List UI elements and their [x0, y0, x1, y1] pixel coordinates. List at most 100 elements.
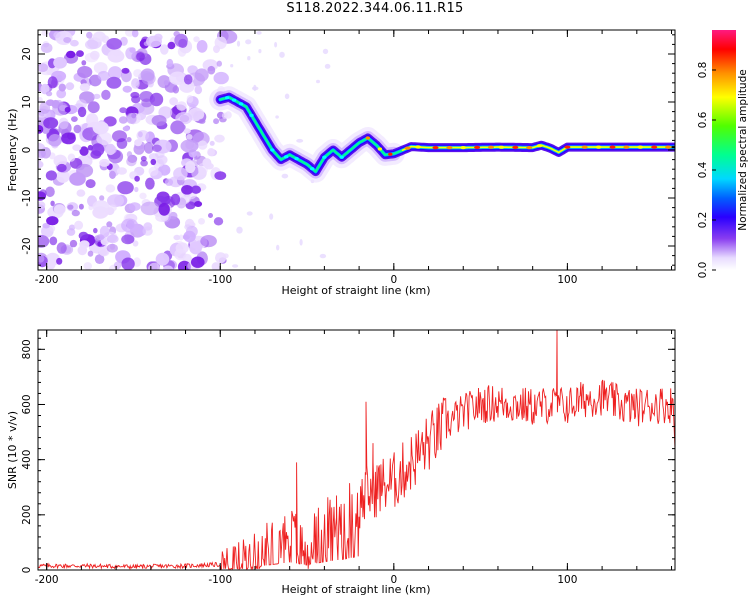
noise-blob — [133, 69, 143, 78]
noise-blob — [121, 234, 135, 245]
noise-blob — [196, 40, 208, 53]
noise-blob — [207, 148, 216, 157]
noise-blob — [41, 126, 50, 134]
noise-blob — [40, 83, 50, 95]
noise-blob — [87, 250, 94, 257]
noise-blob — [200, 235, 217, 248]
noise-blob — [56, 242, 67, 254]
colorbar-ticks: 0.0 0.2 0.4 0.6 0.8 — [697, 62, 716, 278]
noise-blob — [209, 140, 215, 146]
noise-blob — [170, 120, 185, 135]
noise-blob — [93, 227, 98, 234]
x-tick-label: 100 — [557, 274, 577, 286]
noise-blob — [183, 128, 191, 134]
noise-blob — [91, 143, 105, 157]
noise-blob — [185, 160, 196, 174]
y-tick-label: 600 — [21, 394, 33, 414]
noise-blob — [178, 234, 184, 241]
noise-blob — [134, 139, 143, 147]
noise-blob — [194, 68, 209, 82]
noise-blob — [162, 265, 174, 270]
noise-blob — [214, 171, 227, 181]
noise-blob — [140, 160, 148, 167]
noise-blob — [151, 115, 167, 126]
noise-blob — [73, 124, 82, 134]
noise-blob — [71, 209, 80, 217]
noise-blob — [140, 201, 160, 216]
noise-blob — [166, 58, 174, 68]
noise-blob — [180, 139, 199, 153]
noise-blob — [247, 56, 251, 61]
noise-blob — [74, 220, 84, 230]
noise-blob — [46, 260, 56, 270]
noise-blob — [113, 261, 122, 270]
ridge-hotspot — [231, 98, 237, 102]
noise-blob — [149, 92, 164, 107]
ridge-hotspot — [488, 145, 494, 149]
noise-blob — [79, 146, 89, 156]
noise-blob — [126, 157, 137, 167]
ridge-hotspot — [446, 146, 453, 150]
ridge-hotspot — [474, 145, 481, 149]
noise-blob — [169, 71, 187, 85]
ridge-hotspot — [225, 96, 230, 100]
noise-blob — [78, 203, 84, 210]
noise-blob — [131, 30, 139, 38]
noise-blob — [183, 230, 196, 243]
ridge-hotspot — [322, 155, 327, 159]
noise-blob — [87, 101, 100, 114]
noise-blob — [258, 49, 262, 54]
noise-blob — [186, 95, 194, 103]
noise-blob — [150, 158, 157, 166]
noise-blob — [167, 41, 176, 50]
noise-blob — [236, 226, 243, 234]
noise-blob — [160, 196, 171, 205]
y-tick-label: -20 — [21, 237, 33, 254]
noise-blob — [170, 193, 181, 206]
y-tick-label: 20 — [21, 47, 33, 60]
noise-blob — [168, 211, 178, 220]
noise-blob — [63, 37, 72, 43]
noise-blob — [211, 262, 221, 270]
heatmap-ridge — [209, 86, 675, 183]
noise-blob — [173, 234, 181, 241]
noise-blob — [99, 195, 105, 202]
noise-blob — [45, 170, 58, 181]
x-tick-label: 0 — [390, 274, 397, 286]
noise-blob — [185, 201, 196, 210]
noise-blob — [92, 200, 110, 213]
noise-blob — [139, 192, 147, 200]
noise-blob — [56, 257, 63, 265]
noise-blob — [93, 62, 108, 74]
ridge-hotspot — [623, 145, 630, 149]
noise-blob — [253, 84, 257, 92]
noise-blob — [105, 184, 116, 193]
noise-blob — [112, 130, 127, 143]
noise-blob — [146, 35, 162, 48]
noise-blob — [197, 140, 208, 150]
snr-x-axis-label: Height of straight line (km) — [281, 583, 430, 596]
noise-blob — [215, 252, 227, 264]
noise-blob — [99, 225, 110, 238]
spectrogram-y-axis-label: Frequency (Hz) — [6, 109, 19, 192]
noise-blob — [106, 221, 113, 228]
x-tick-label: -200 — [35, 274, 59, 286]
ridge-hotspot — [284, 155, 289, 159]
noise-blob — [269, 213, 274, 220]
noise-blob — [49, 236, 58, 246]
y-tick-label: 0 — [21, 567, 33, 574]
noise-blob — [96, 131, 113, 146]
noise-blob — [126, 112, 137, 124]
noise-blob — [104, 145, 117, 155]
ridge-hotspot — [339, 155, 344, 159]
noise-blob — [109, 170, 116, 179]
noise-blob — [276, 244, 280, 251]
ridge-hotspot — [564, 145, 571, 149]
noise-blob — [92, 31, 106, 43]
noise-blob — [175, 242, 189, 254]
noise-blob — [92, 121, 109, 135]
ridge-hotspot — [536, 144, 543, 148]
noise-blob — [232, 264, 239, 268]
x-tick-label: -100 — [208, 574, 232, 586]
